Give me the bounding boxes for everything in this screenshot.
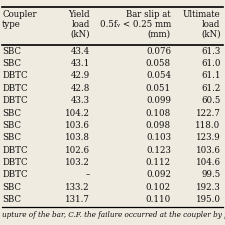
Text: 0.054: 0.054: [146, 72, 171, 81]
Text: DBTC: DBTC: [2, 96, 28, 105]
Text: upture of the bar, C.F. the failure occurred at the coupler by p: upture of the bar, C.F. the failure occu…: [2, 211, 225, 219]
Text: SBC: SBC: [2, 183, 21, 192]
Text: 0.108: 0.108: [146, 109, 171, 118]
Text: SBC: SBC: [2, 121, 21, 130]
Text: 192.3: 192.3: [196, 183, 220, 192]
Text: 122.7: 122.7: [196, 109, 220, 118]
Text: (kN): (kN): [70, 29, 90, 38]
Text: SBC: SBC: [2, 59, 21, 68]
Text: 0.098: 0.098: [146, 121, 171, 130]
Text: SBC: SBC: [2, 109, 21, 118]
Text: 61.2: 61.2: [201, 84, 220, 93]
Text: 103.8: 103.8: [65, 133, 90, 142]
Text: 42.8: 42.8: [71, 84, 90, 93]
Text: –: –: [86, 171, 90, 180]
Text: SBC: SBC: [2, 195, 21, 204]
Text: 0.112: 0.112: [146, 158, 171, 167]
Text: 0.092: 0.092: [146, 171, 171, 180]
Text: 0.5fᵥ < 0.25 mm: 0.5fᵥ < 0.25 mm: [100, 20, 171, 29]
Text: SBC: SBC: [2, 47, 21, 56]
Text: load: load: [72, 20, 90, 29]
Text: 118.0: 118.0: [195, 121, 220, 130]
Text: DBTC: DBTC: [2, 84, 28, 93]
Text: (mm): (mm): [148, 29, 171, 38]
Text: 43.3: 43.3: [71, 96, 90, 105]
Text: 99.5: 99.5: [201, 171, 220, 180]
Text: 103.2: 103.2: [65, 158, 90, 167]
Text: 0.123: 0.123: [146, 146, 171, 155]
Text: 123.9: 123.9: [196, 133, 220, 142]
Text: 195.0: 195.0: [196, 195, 220, 204]
Text: 103.6: 103.6: [65, 121, 90, 130]
Text: load: load: [202, 20, 220, 29]
Text: 61.1: 61.1: [201, 72, 220, 81]
Text: Bar slip at: Bar slip at: [126, 10, 171, 19]
Text: 0.058: 0.058: [146, 59, 171, 68]
Text: 133.2: 133.2: [65, 183, 90, 192]
Text: DBTC: DBTC: [2, 171, 28, 180]
Text: 0.051: 0.051: [146, 84, 171, 93]
Text: (kN): (kN): [201, 29, 220, 38]
Text: 43.4: 43.4: [71, 47, 90, 56]
Text: 0.102: 0.102: [146, 183, 171, 192]
Text: type: type: [2, 20, 21, 29]
Text: 0.076: 0.076: [146, 47, 171, 56]
Text: DBTC: DBTC: [2, 146, 28, 155]
Text: 0.110: 0.110: [146, 195, 171, 204]
Text: 43.1: 43.1: [71, 59, 90, 68]
Text: Coupler: Coupler: [2, 10, 37, 19]
Text: 104.2: 104.2: [65, 109, 90, 118]
Text: SBC: SBC: [2, 133, 21, 142]
Text: Ultimate: Ultimate: [183, 10, 220, 19]
Text: DBTC: DBTC: [2, 158, 28, 167]
Text: 103.6: 103.6: [196, 146, 220, 155]
Text: 61.3: 61.3: [201, 47, 220, 56]
Text: DBTC: DBTC: [2, 72, 28, 81]
Text: Yield: Yield: [68, 10, 90, 19]
Text: 61.0: 61.0: [201, 59, 220, 68]
Text: 102.6: 102.6: [65, 146, 90, 155]
Text: 60.5: 60.5: [201, 96, 220, 105]
Text: 131.7: 131.7: [65, 195, 90, 204]
Text: 0.103: 0.103: [146, 133, 171, 142]
Text: 42.9: 42.9: [71, 72, 90, 81]
Text: 104.6: 104.6: [196, 158, 220, 167]
Text: 0.099: 0.099: [146, 96, 171, 105]
